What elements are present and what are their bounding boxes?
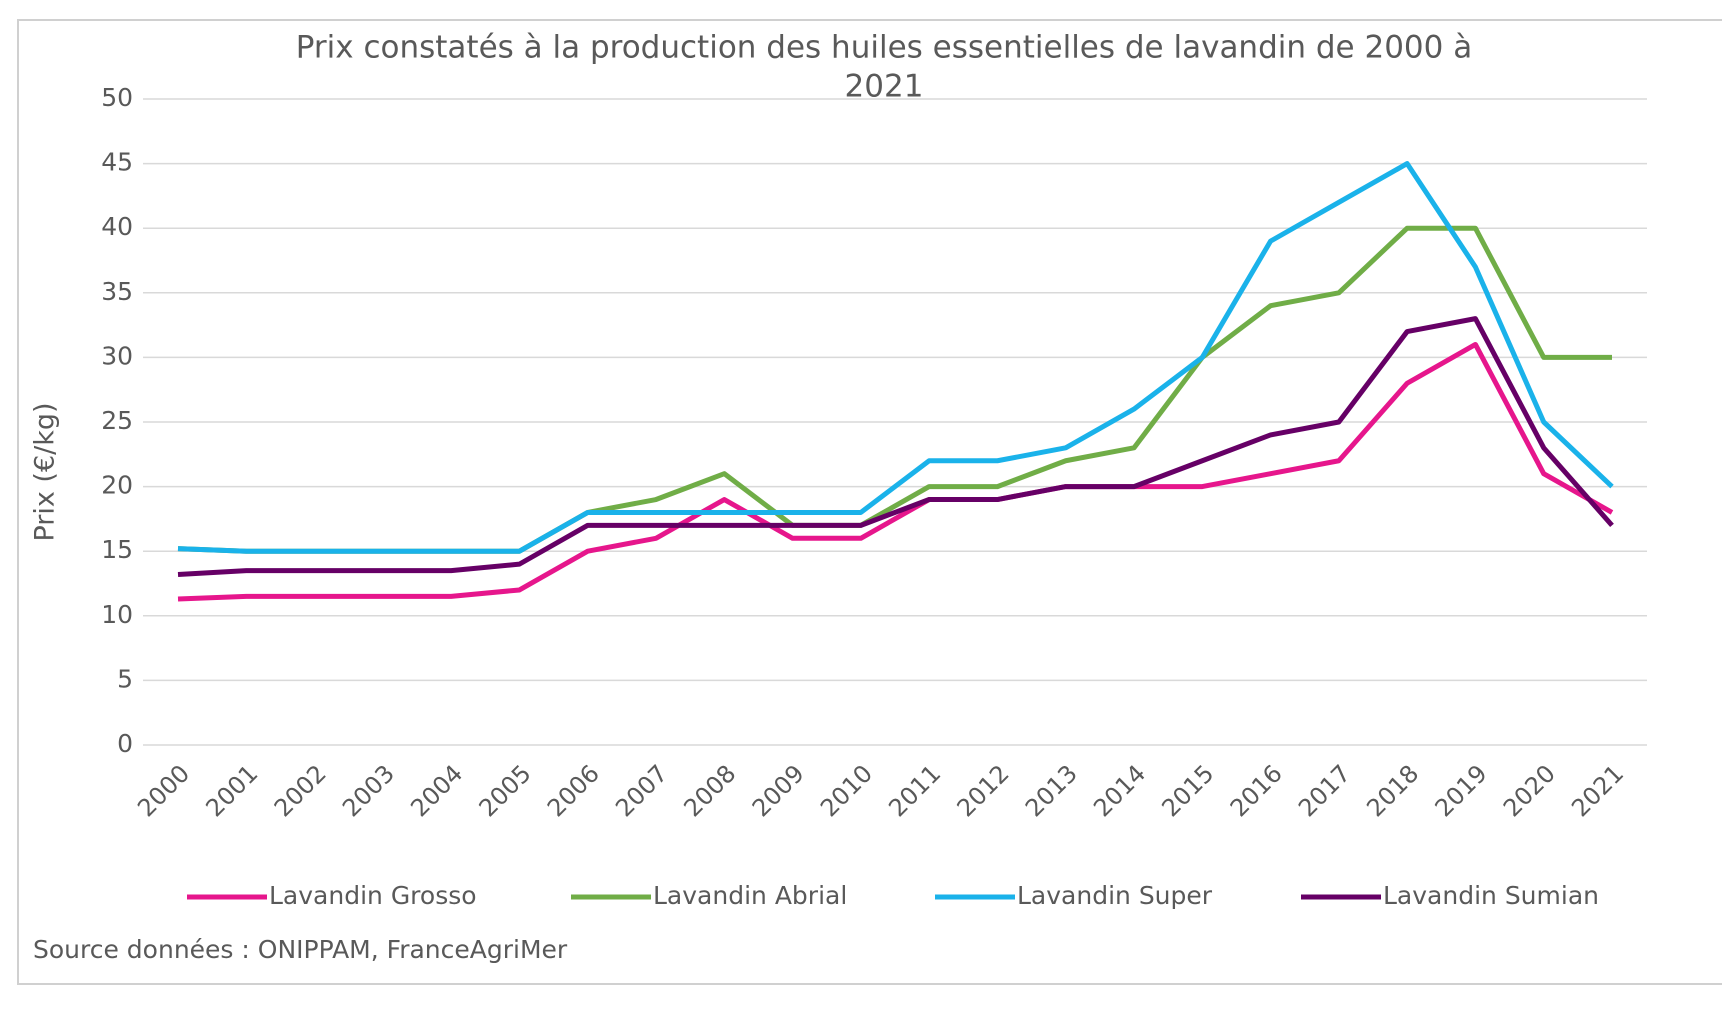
y-tick-label: 40 <box>101 212 133 241</box>
x-tick-label: 2017 <box>1293 759 1356 822</box>
y-tick-label: 0 <box>117 729 133 758</box>
source-note: Source données : ONIPPAM, FranceAgriMer <box>33 935 568 964</box>
y-tick-label: 5 <box>117 664 133 693</box>
series-line <box>177 316 1614 577</box>
x-tick-label: 2002 <box>269 759 332 822</box>
x-tick-label: 2010 <box>815 759 878 822</box>
x-tick-label: 2014 <box>1088 759 1151 822</box>
y-tick-label: 35 <box>101 277 133 306</box>
y-tick-label: 15 <box>101 535 133 564</box>
x-tick-label: 2018 <box>1361 759 1424 822</box>
x-tick-label: 2009 <box>747 759 810 822</box>
x-tick-label: 2007 <box>610 759 673 822</box>
x-tick-label: 2016 <box>1225 759 1288 822</box>
x-tick-label: 2013 <box>1020 759 1083 822</box>
series-line <box>177 341 1614 602</box>
series-line <box>177 161 1614 554</box>
x-tick-label: 2008 <box>678 759 741 822</box>
legend-label: Lavandin Super <box>1017 881 1213 910</box>
chart-title: Prix constatés à la production des huile… <box>296 30 1472 66</box>
x-tick-label: 2006 <box>542 759 605 822</box>
x-tick-label: 2015 <box>1156 759 1219 822</box>
x-tick-label: 2003 <box>337 759 400 822</box>
x-tick-label: 2019 <box>1430 759 1493 822</box>
x-tick-label: 2000 <box>132 759 195 822</box>
x-tick-label: 2020 <box>1498 759 1561 822</box>
legend-label: Lavandin Abrial <box>653 881 847 910</box>
x-tick-label: 2001 <box>200 759 263 822</box>
y-tick-label: 30 <box>101 341 133 370</box>
series-line <box>177 225 1612 554</box>
y-tick-label: 50 <box>101 83 133 112</box>
x-tick-label: 2012 <box>952 759 1015 822</box>
legend-label: Lavandin Grosso <box>269 881 477 910</box>
x-tick-label: 2021 <box>1566 759 1629 822</box>
y-tick-label: 10 <box>101 600 133 629</box>
y-tick-label: 25 <box>101 406 133 435</box>
chart-frame <box>17 19 1722 985</box>
legend-label: Lavandin Sumian <box>1383 881 1599 910</box>
y-tick-label: 20 <box>101 471 133 500</box>
y-tick-label: 45 <box>101 148 133 177</box>
x-tick-label: 2011 <box>883 759 946 822</box>
x-tick-label: 2004 <box>405 759 468 822</box>
y-axis-label: Prix (€/kg) <box>30 402 61 541</box>
x-tick-label: 2005 <box>474 759 537 822</box>
